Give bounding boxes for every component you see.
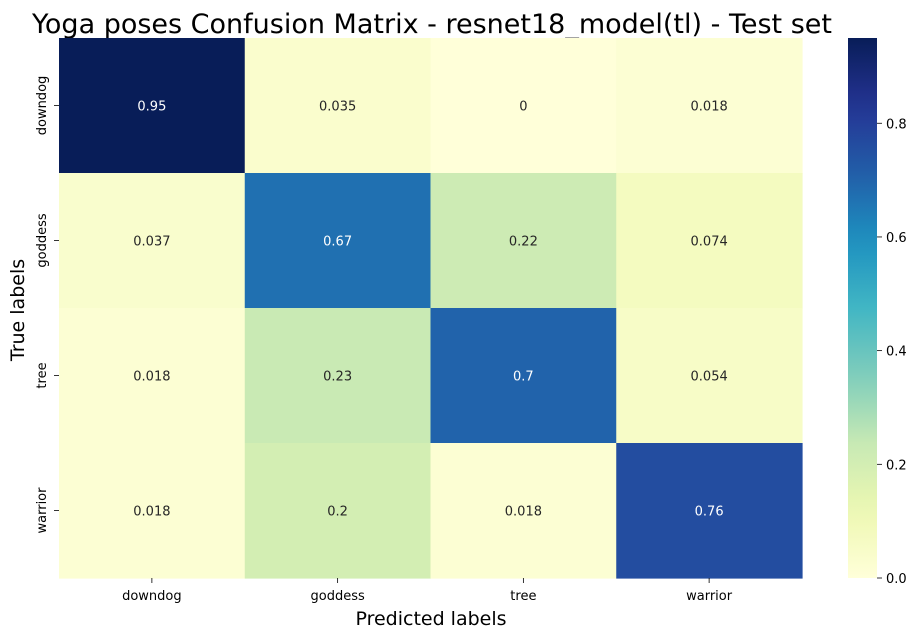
cell-value-label: 0.018 bbox=[133, 505, 170, 520]
x-tick-label: downdog bbox=[122, 589, 182, 604]
colorbar bbox=[848, 38, 877, 578]
colorbar-tick-label: 0.4 bbox=[886, 345, 907, 360]
chart-title: Yoga poses Confusion Matrix - resnet18_m… bbox=[31, 9, 832, 40]
colorbar-tick-label: 0.6 bbox=[886, 231, 907, 246]
colorbar-tick-label: 0.2 bbox=[886, 458, 907, 473]
heatmap-cell bbox=[59, 308, 246, 444]
heatmap-cell bbox=[616, 443, 803, 579]
cell-value-label: 0.95 bbox=[137, 100, 166, 115]
cell-value-label: 0.76 bbox=[695, 505, 724, 520]
cell-value-label: 0.018 bbox=[691, 100, 728, 115]
y-tick-label: goddess bbox=[35, 213, 50, 267]
y-tick-label: warrior bbox=[35, 487, 50, 534]
heatmap-cell bbox=[244, 173, 432, 309]
cell-value-label: 0.074 bbox=[691, 235, 728, 250]
heatmap-cell bbox=[244, 443, 432, 579]
heatmap-cell bbox=[59, 173, 246, 309]
heatmap-cell bbox=[59, 443, 246, 579]
x-tick-label: goddess bbox=[310, 589, 364, 604]
cell-value-label: 0.67 bbox=[323, 235, 352, 250]
cell-value-label: 0.018 bbox=[133, 370, 170, 385]
heatmap-cell bbox=[430, 38, 617, 174]
cell-value-label: 0.2 bbox=[327, 505, 348, 520]
x-tick-label: tree bbox=[510, 589, 536, 604]
cell-value-label: 0.018 bbox=[505, 505, 542, 520]
cell-value-label: 0.22 bbox=[509, 235, 538, 250]
heatmap-cell bbox=[616, 308, 803, 444]
cell-value-label: 0.054 bbox=[691, 370, 728, 385]
y-axis-ticks: downdog goddess tree warrior bbox=[35, 76, 59, 534]
heatmap-cell bbox=[430, 308, 617, 444]
colorbar-tick-label: 0.8 bbox=[886, 117, 907, 132]
colorbar-tick-label: 0.0 bbox=[886, 572, 907, 587]
cell-value-label: 0.23 bbox=[323, 370, 352, 385]
cell-value-label: 0.7 bbox=[513, 370, 534, 385]
cell-value-label: 0.035 bbox=[319, 100, 356, 115]
x-tick-label: warrior bbox=[686, 589, 733, 604]
cell-value-label: 0 bbox=[519, 100, 527, 115]
heatmap-cell bbox=[244, 38, 432, 174]
heatmap-cell bbox=[616, 173, 803, 309]
heatmap-cell bbox=[59, 38, 246, 174]
y-axis-label: True labels bbox=[7, 259, 29, 362]
heatmap-cell bbox=[430, 443, 617, 579]
heatmap-cell bbox=[430, 173, 617, 309]
y-tick-label: downdog bbox=[35, 76, 50, 136]
heatmap-cells: 0.95 0.035 0 0.018 0.037 0.67 0.22 0.074 0.018 0.… bbox=[59, 38, 803, 579]
colorbar-ticks: 0.0 0.2 0.4 0.6 0.8 bbox=[877, 117, 907, 587]
cell-value-label: 0.037 bbox=[133, 235, 170, 250]
heatmap-cell bbox=[616, 38, 803, 174]
x-axis-label: Predicted labels bbox=[355, 608, 506, 630]
y-tick-label: tree bbox=[35, 362, 50, 388]
heatmap-cell bbox=[244, 308, 432, 444]
x-axis-ticks: downdog goddess tree warrior bbox=[122, 578, 733, 604]
